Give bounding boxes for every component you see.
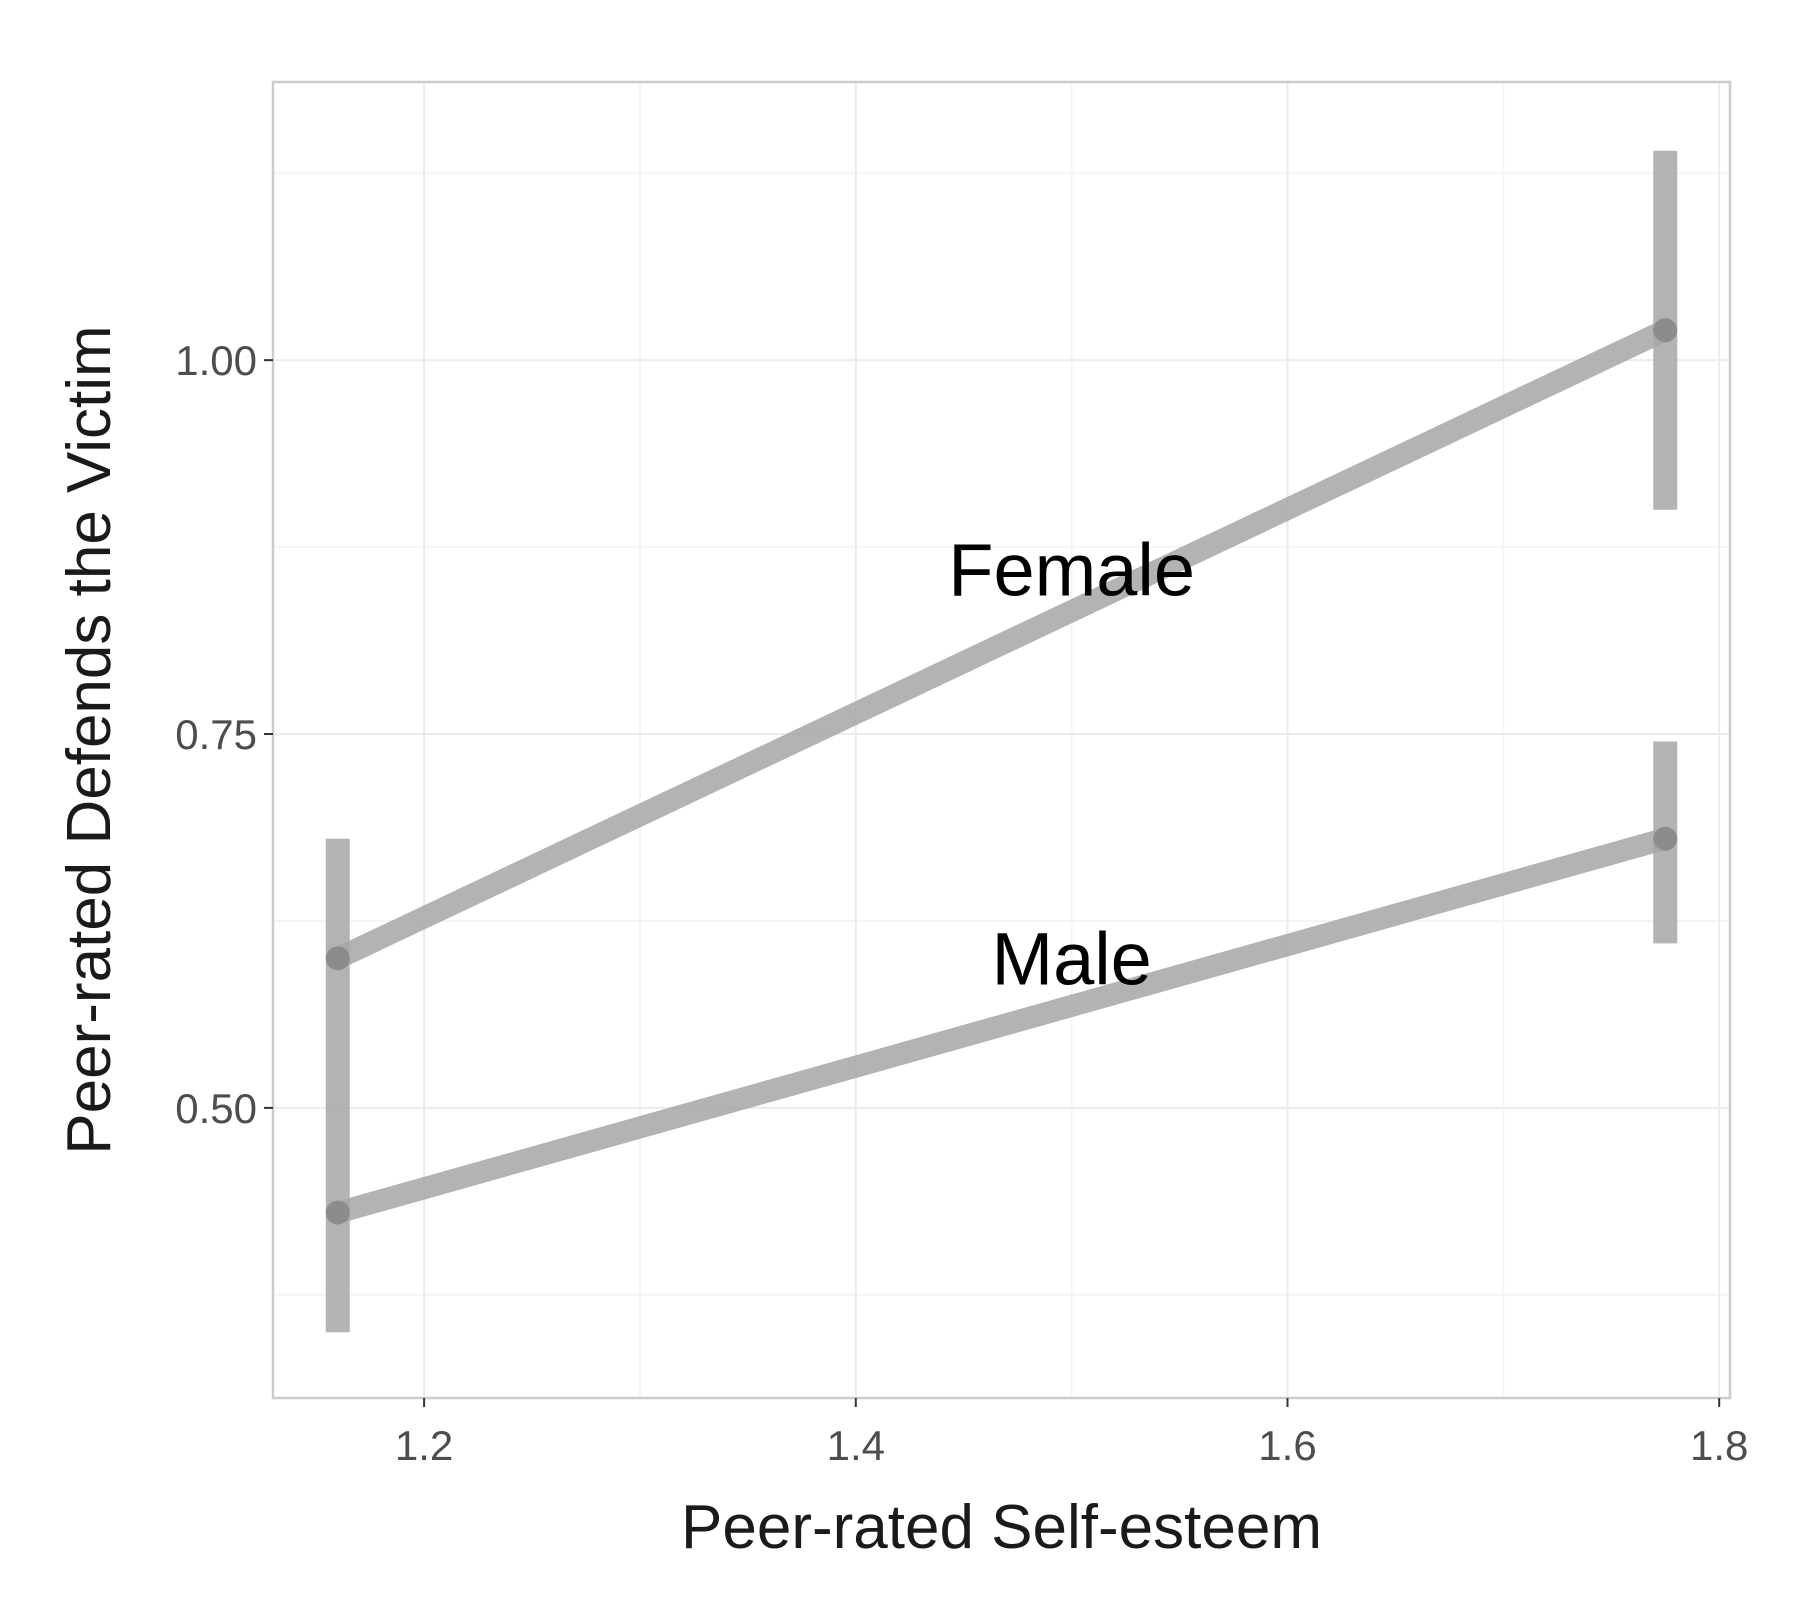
series-label: Female	[948, 529, 1195, 612]
x-tick-label: 1.8	[1690, 1422, 1748, 1469]
grid	[273, 82, 1730, 1398]
data-point	[325, 1200, 350, 1225]
series-line	[326, 827, 1677, 1224]
x-axis-title: Peer-rated Self-esteem	[681, 1493, 1322, 1562]
series-male: Male	[325, 741, 1678, 1333]
data-point	[325, 946, 350, 971]
data-point	[1653, 826, 1678, 851]
y-axis-title: Peer-rated Defends the Victim	[55, 325, 124, 1154]
panel-border	[271, 80, 1732, 1400]
series-line	[326, 319, 1677, 970]
x-tick-label: 1.6	[1258, 1422, 1316, 1469]
x-tick-label: 1.2	[395, 1422, 453, 1469]
axis-ticks: 1.2 1.4 1.6 1.8 0.50 0.75 1.00	[175, 337, 1748, 1469]
series-label: Male	[991, 917, 1151, 1000]
y-tick-label: 0.75	[175, 711, 257, 758]
series-layer: Female Male	[325, 150, 1678, 1333]
y-tick-label: 1.00	[175, 337, 257, 384]
x-tick-label: 1.4	[827, 1422, 885, 1469]
data-point	[1653, 318, 1678, 343]
y-tick-label: 0.50	[175, 1085, 257, 1132]
series-female: Female	[325, 150, 1678, 1078]
